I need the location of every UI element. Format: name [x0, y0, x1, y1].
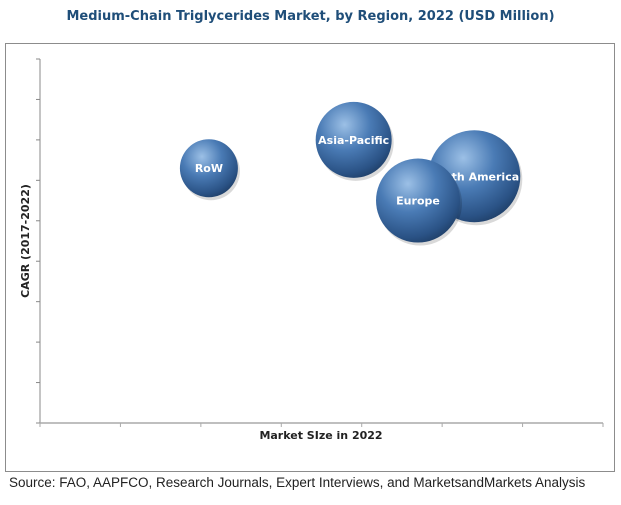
- bubble-label: RoW: [195, 162, 223, 175]
- chart-frame: [5, 43, 615, 472]
- bubble-mark: [315, 101, 392, 178]
- bubble-asia-pacific: Asia-Pacific: [315, 101, 394, 181]
- bubble-mark: [376, 158, 461, 243]
- bubble-label: Europe: [396, 195, 440, 208]
- x-axis-label: Market SIze in 2022: [259, 429, 382, 442]
- bubble-row: RoW: [179, 139, 240, 201]
- y-axis-label: CAGR (2017-2022): [19, 184, 32, 298]
- bubble-mark: [179, 139, 238, 198]
- bubble-europe: Europe: [376, 158, 463, 246]
- chart-title: Medium-Chain Triglycerides Market, by Re…: [66, 9, 555, 24]
- source-note: Source: FAO, AAPFCO, Research Journals, …: [9, 475, 586, 490]
- bubble-label: Asia-Pacific: [318, 134, 389, 147]
